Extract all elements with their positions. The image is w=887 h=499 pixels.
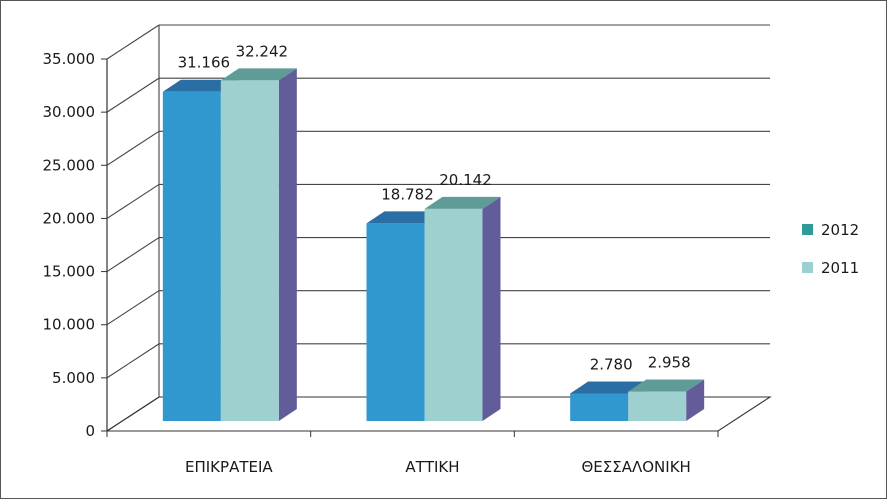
bar — [366, 223, 425, 421]
side-gridline — [106, 130, 160, 166]
side-gridline — [106, 77, 160, 113]
y-tick-label: 15.000 — [43, 263, 96, 281]
data-label: 32.242 — [236, 42, 289, 60]
bar-side — [278, 68, 297, 421]
bar-top — [162, 79, 239, 92]
bar-top — [570, 381, 647, 394]
data-label: 18.782 — [381, 185, 434, 203]
y-tick-label: 30.000 — [43, 103, 96, 121]
bar-top — [220, 68, 297, 81]
bar — [162, 91, 221, 422]
bar-side — [686, 379, 705, 421]
bar-top — [366, 211, 443, 224]
legend-label: 2011 — [821, 259, 859, 277]
x-tick-label: ΑΤΤΙΚΗ — [405, 458, 459, 476]
legend-swatch — [802, 224, 813, 235]
side-gridline — [106, 237, 160, 273]
bar-top — [424, 196, 501, 209]
x-tick-label: ΘΕΣΣΑΛΟΝΙΚΗ — [581, 458, 690, 476]
y-tick-label: 35.000 — [43, 50, 96, 68]
bar-side — [482, 196, 501, 421]
y-tick-label: 25.000 — [43, 156, 96, 174]
y-tick-label: 0 — [85, 422, 95, 440]
y-tick-label: 20.000 — [43, 209, 96, 227]
bar — [424, 208, 483, 421]
bar — [570, 393, 629, 421]
y-tick-label: 5.000 — [52, 369, 95, 387]
legend-swatch — [802, 262, 813, 273]
data-label: 20.142 — [439, 171, 492, 189]
side-gridline — [106, 24, 160, 60]
y-tick-label: 10.000 — [43, 316, 96, 334]
side-gridline — [106, 290, 160, 326]
legend-label: 2012 — [821, 221, 859, 239]
data-label: 2.780 — [590, 355, 633, 373]
bar — [220, 80, 279, 421]
bar-top — [628, 379, 705, 392]
side-gridline — [106, 343, 160, 379]
bar — [628, 391, 687, 421]
side-gridline — [106, 183, 160, 219]
data-label: 2.958 — [648, 354, 691, 372]
x-tick-label: ΕΠΙΚΡΑΤΕΙΑ — [185, 458, 273, 476]
data-label: 31.166 — [178, 54, 231, 72]
